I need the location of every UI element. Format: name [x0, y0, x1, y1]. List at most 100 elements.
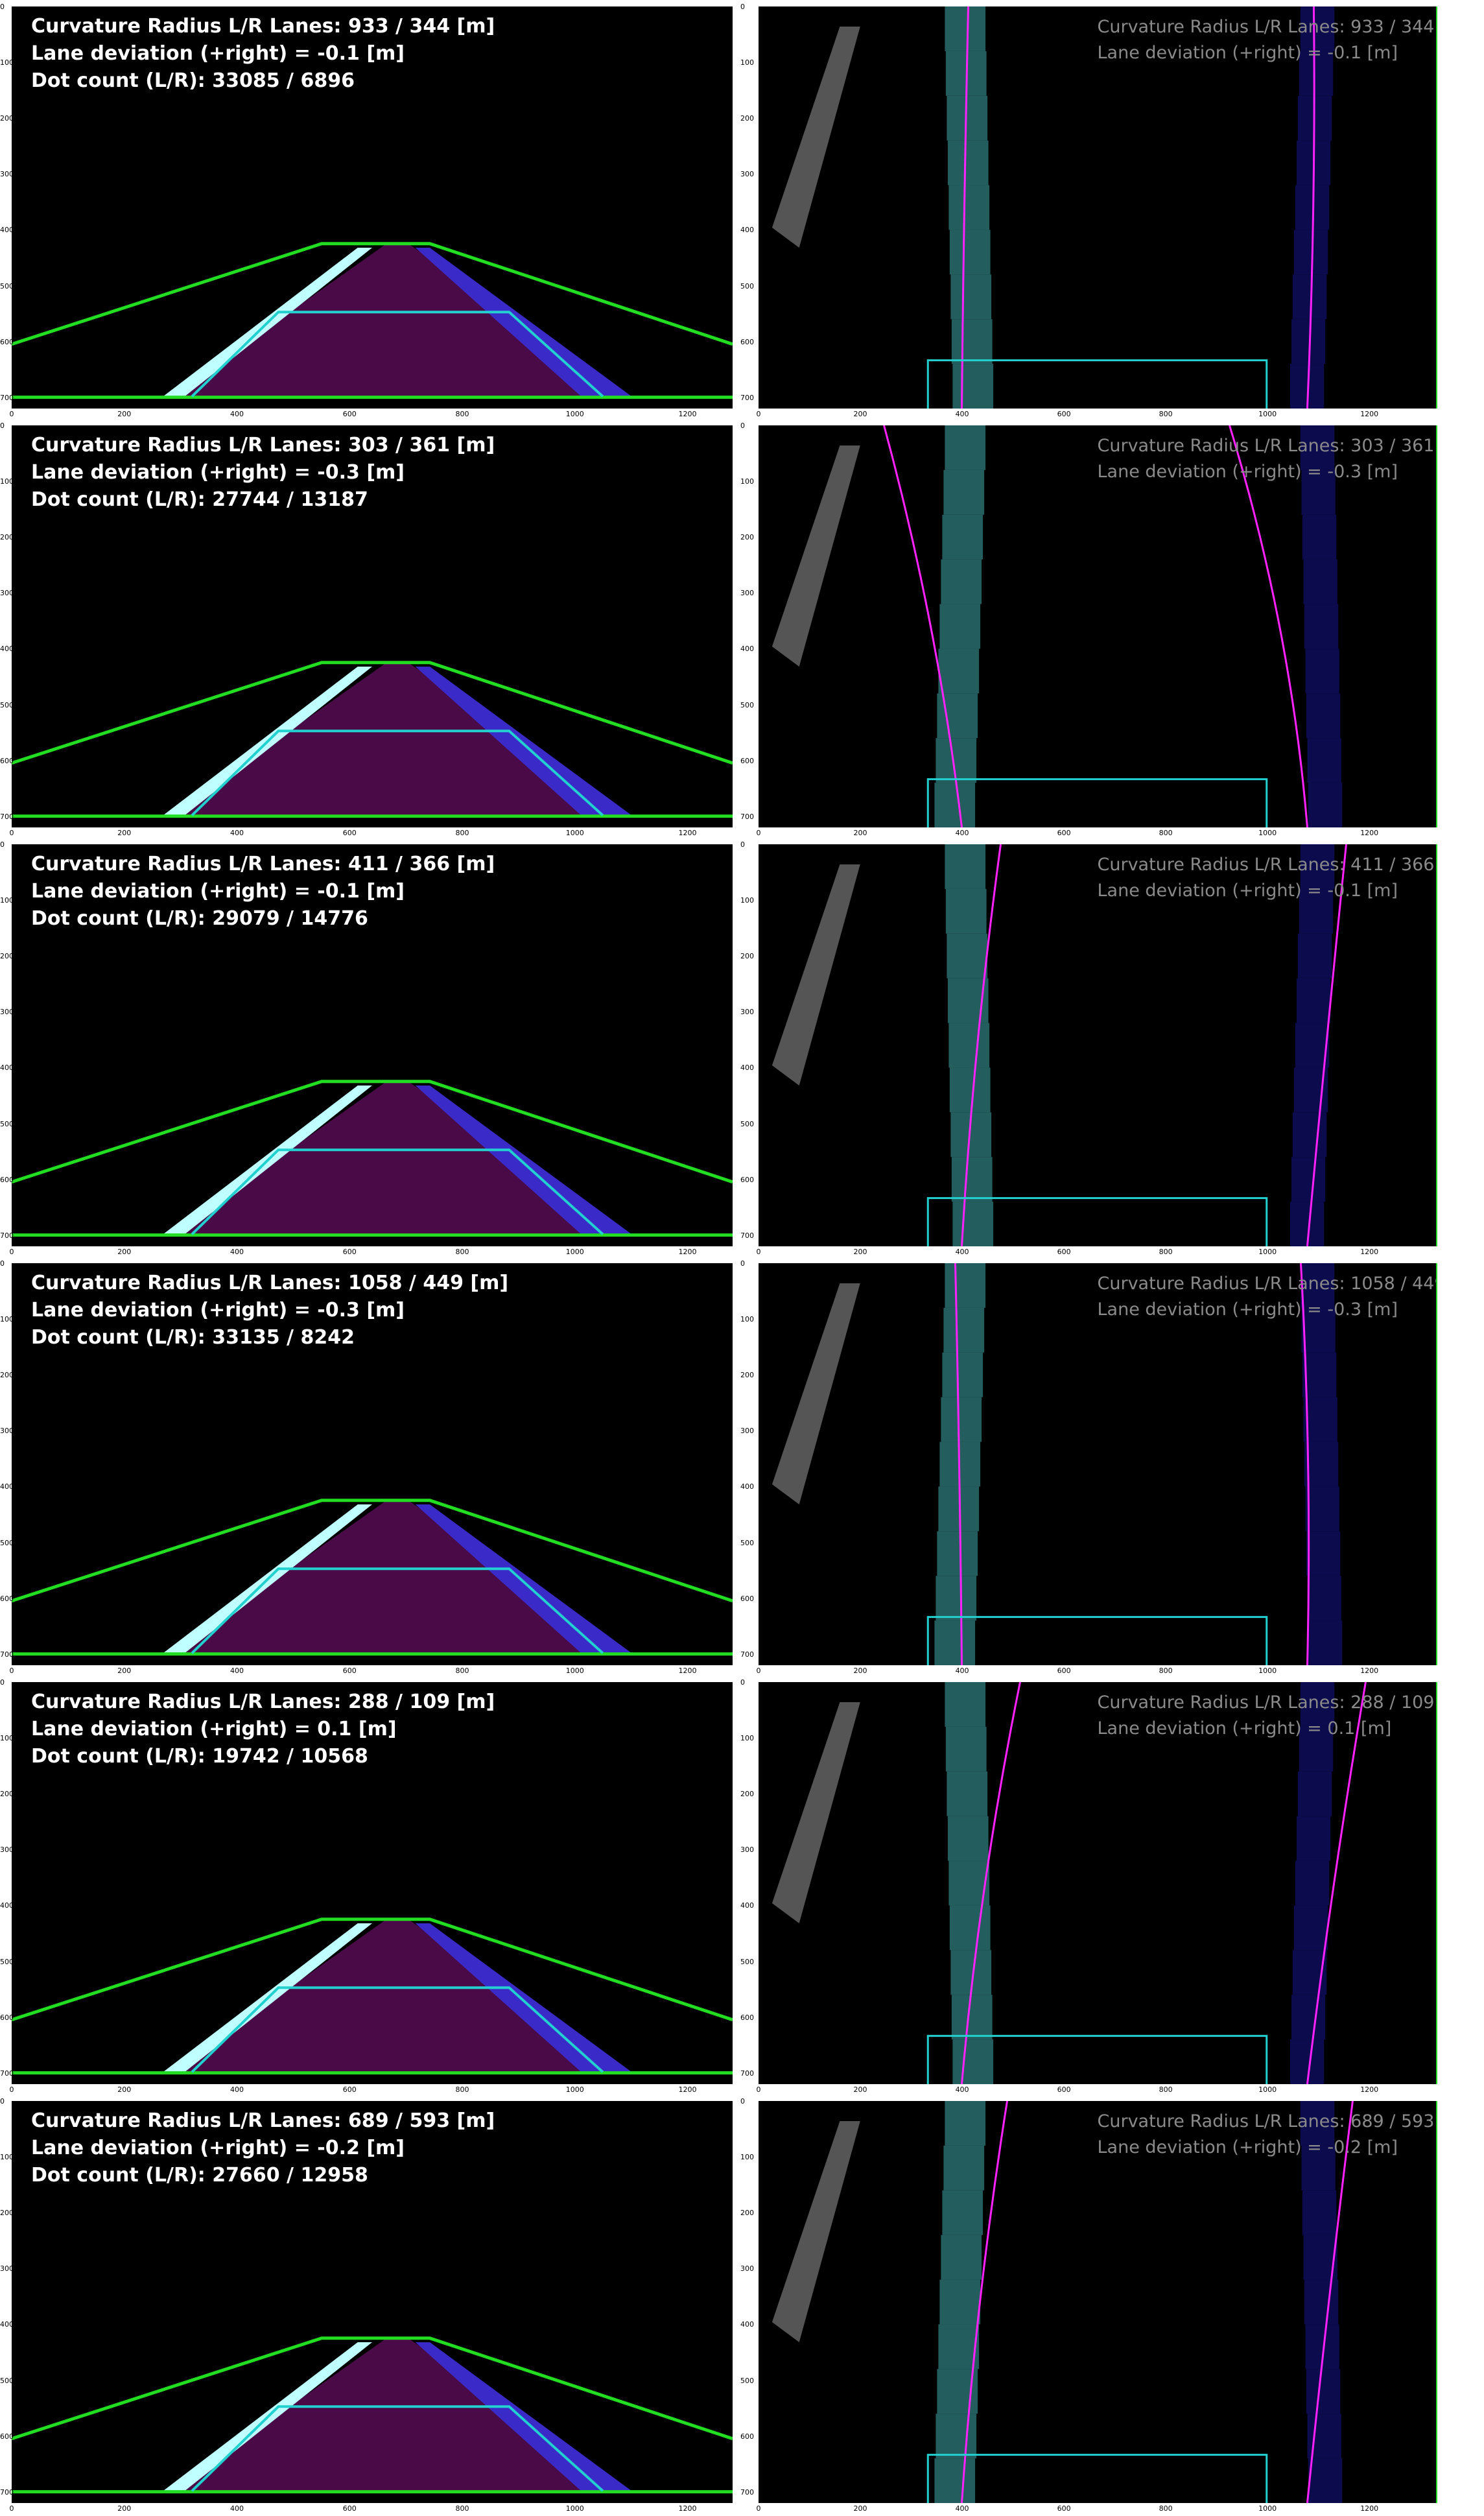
x-tick-label: 1000	[565, 1248, 584, 1256]
x-tick-label: 600	[342, 829, 357, 837]
y-tick-label: 300	[740, 589, 754, 598]
y-tick-label: 100	[0, 896, 14, 905]
warped-binary-panel: Curvature Radius L/R Lanes: 1058 / 449 […	[759, 1263, 1437, 1665]
x-tick-label: 1200	[678, 1667, 697, 1675]
left-search-window	[941, 559, 982, 604]
destination-region-outline	[926, 2035, 1268, 2084]
y-tick-label: 500	[740, 1957, 754, 1966]
left-search-window	[939, 2279, 981, 2325]
x-tick-label: 1200	[1360, 2504, 1379, 2513]
x-tick-label: 0	[9, 1667, 14, 1675]
right-search-window	[1304, 1442, 1339, 1487]
lane-deviation-readout: Lane deviation (+right) = -0.2 [m]	[31, 2137, 405, 2159]
left-lane-fit	[961, 1682, 1021, 2084]
y-tick-label: 500	[0, 2376, 14, 2385]
y-tick-label: 500	[740, 2376, 754, 2385]
source-region-outline	[12, 1499, 733, 1603]
x-tick-label: 0	[756, 1248, 761, 1256]
warped-binary-panel: Curvature Radius L/R Lanes: 411 / 366 [m…	[759, 844, 1437, 1246]
y-tick-label: 600	[0, 1594, 14, 1603]
warped-deviation-readout: Lane deviation (+right) = -0.1 [m]	[1098, 881, 1398, 901]
y-tick-label: 200	[0, 1790, 14, 1799]
x-tick-label: 600	[342, 410, 357, 418]
x-tick-label: 1200	[678, 1248, 697, 1256]
x-tick-label: 200	[117, 2504, 132, 2513]
left-search-window	[952, 364, 994, 409]
camera-overlay-panel: Curvature Radius L/R Lanes: 933 / 344 [m…	[12, 6, 733, 409]
right-search-window	[1302, 1352, 1337, 1397]
left-search-window	[942, 514, 983, 560]
right-search-window	[1304, 604, 1339, 649]
y-tick-label: 0	[0, 1259, 5, 1268]
y-tick-label: 600	[740, 1175, 754, 1184]
x-tick-label: 1200	[678, 2085, 697, 2094]
warped-x-axis: 0 200 400 600 800 1000 1200	[757, 829, 1436, 839]
left-search-window	[938, 648, 980, 694]
overlay-svg: Curvature Radius L/R Lanes: 288 / 109 [m…	[12, 1691, 733, 2075]
y-tick-label: 700	[0, 2487, 14, 2497]
left-search-window	[938, 2324, 980, 2369]
road-surface	[170, 662, 632, 816]
right-search-window	[1302, 2190, 1337, 2235]
x-tick-label: 200	[117, 410, 132, 418]
lane-deviation-readout: Lane deviation (+right) = -0.1 [m]	[31, 42, 405, 65]
left-search-window	[949, 1067, 991, 1113]
right-lane-fit	[1306, 1682, 1367, 2084]
right-search-window	[1301, 469, 1336, 515]
warped-svg: Curvature Radius L/R Lanes: 303 / 361 [m…	[771, 425, 1437, 827]
warped-curvature-readout: Curvature Radius L/R Lanes: 303 / 361 [m…	[1098, 436, 1437, 456]
warped-svg: Curvature Radius L/R Lanes: 411 / 366 [m…	[771, 844, 1437, 1246]
left-search-window	[948, 1023, 990, 1068]
x-tick-label: 1000	[1258, 1248, 1277, 1256]
y-tick-label: 200	[740, 2209, 754, 2218]
y-tick-label: 300	[0, 1427, 14, 1436]
camera-x-axis: 0 200 400 600 800 1000 1200	[10, 2085, 733, 2096]
curvature-readout: Curvature Radius L/R Lanes: 1058 / 449 […	[31, 1272, 508, 1294]
right-search-window	[1307, 738, 1341, 783]
x-tick-label: 0	[756, 2504, 761, 2513]
left-search-window	[947, 1816, 989, 1861]
x-tick-label: 800	[455, 2504, 469, 2513]
left-search-window	[945, 425, 986, 470]
overlay-svg: Curvature Radius L/R Lanes: 1058 / 449 […	[12, 1272, 733, 1656]
x-tick-label: 200	[853, 2085, 867, 2094]
right-search-window	[1293, 274, 1327, 320]
x-tick-label: 400	[955, 2085, 969, 2094]
camera-x-axis: 0 200 400 600 800 1000 1200	[10, 410, 733, 420]
left-search-window	[934, 1620, 976, 1665]
y-tick-label: 300	[0, 1008, 14, 1017]
y-tick-label: 200	[740, 114, 754, 123]
right-search-window	[1298, 1771, 1332, 1816]
y-tick-label: 200	[740, 533, 754, 542]
x-tick-label: 1000	[1258, 1667, 1277, 1675]
y-tick-label: 400	[0, 1901, 14, 1910]
x-tick-label: 800	[1159, 1667, 1173, 1675]
x-tick-label: 1000	[1258, 2504, 1277, 2513]
x-tick-label: 1000	[565, 1667, 584, 1675]
y-tick-label: 200	[0, 952, 14, 961]
curvature-readout: Curvature Radius L/R Lanes: 689 / 593 [m…	[31, 2109, 495, 2132]
y-tick-label: 600	[0, 2432, 14, 2441]
x-tick-label: 800	[1159, 410, 1173, 418]
x-tick-label: 1200	[678, 829, 697, 837]
y-tick-label: 700	[740, 2487, 754, 2497]
x-tick-label: 600	[342, 1667, 357, 1675]
lane-deviation-readout: Lane deviation (+right) = -0.3 [m]	[31, 1299, 405, 1322]
source-region-outline	[12, 1917, 733, 2022]
left-lane-fit	[954, 1263, 963, 1665]
x-tick-label: 600	[342, 2504, 357, 2513]
warped-curvature-readout: Curvature Radius L/R Lanes: 411 / 366 [m…	[1098, 855, 1437, 875]
right-search-window	[1301, 6, 1335, 51]
left-search-window	[952, 2039, 994, 2084]
left-search-window	[934, 2458, 976, 2503]
x-tick-label: 1000	[565, 829, 584, 837]
x-tick-label: 1000	[1258, 2085, 1277, 2094]
y-tick-label: 700	[740, 2069, 754, 2078]
y-tick-label: 100	[740, 1315, 754, 1324]
x-tick-label: 600	[1057, 2504, 1071, 2513]
noise-streak	[771, 2121, 860, 2342]
y-tick-label: 0	[740, 421, 745, 430]
y-tick-label: 600	[740, 1594, 754, 1603]
camera-x-axis: 0 200 400 600 800 1000 1200	[9, 1667, 733, 1677]
y-tick-label: 300	[0, 170, 14, 179]
